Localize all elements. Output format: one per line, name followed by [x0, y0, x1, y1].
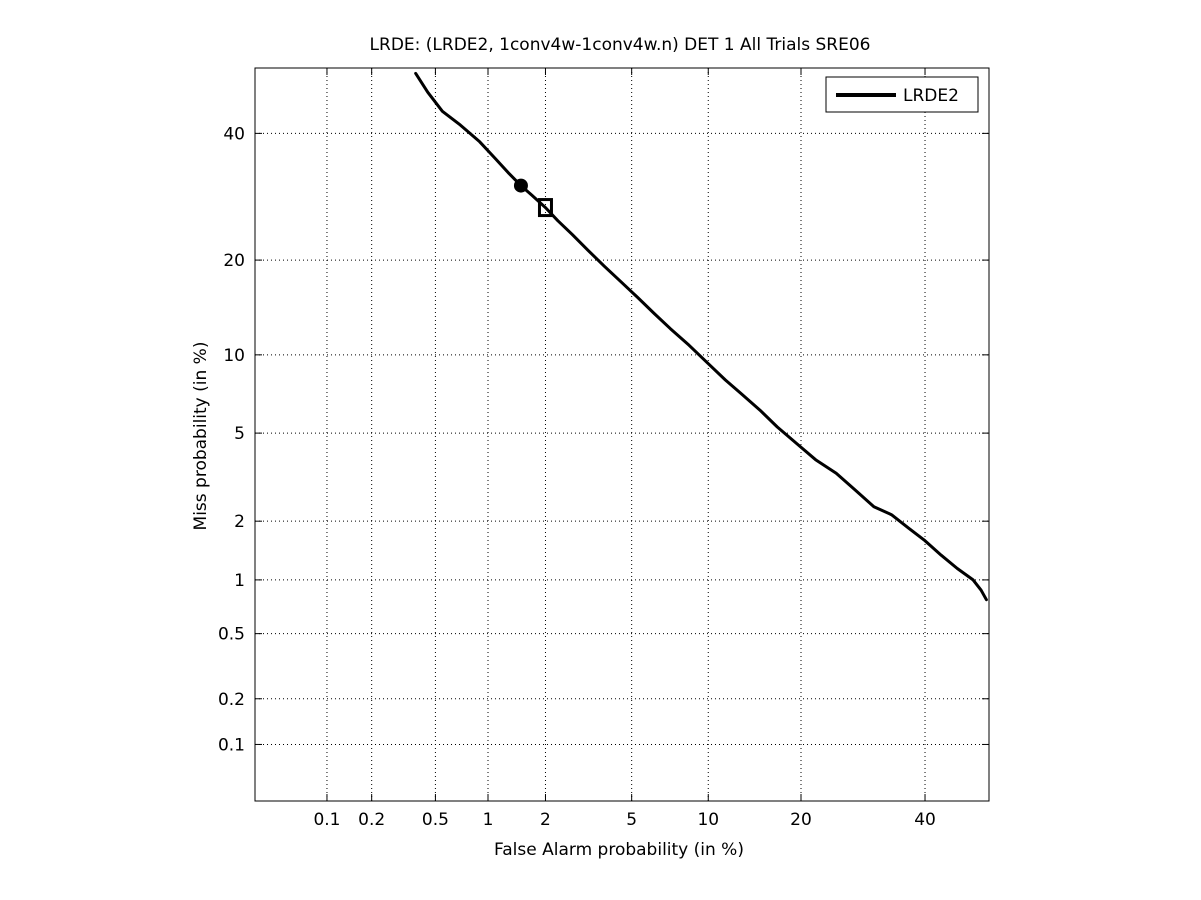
- plot-frame: [254, 67, 990, 802]
- circle-marker: [513, 178, 528, 193]
- x-tick-label: 10: [697, 810, 719, 830]
- series-layer: [414, 71, 988, 602]
- y-axis-label: Miss probability (in %): [191, 342, 211, 531]
- x-axis-label: False Alarm probability (in %): [494, 840, 744, 860]
- y-tick-label: 5: [234, 424, 245, 444]
- y-tick-label: 10: [223, 346, 245, 366]
- marker-layer: [513, 178, 553, 218]
- x-tick-label: 5: [626, 810, 637, 830]
- y-tick-label: 2: [234, 512, 245, 532]
- y-tick-label: 0.5: [218, 625, 245, 645]
- legend-label-lrde2: LRDE2: [903, 86, 959, 106]
- x-tick-label: 0.5: [422, 810, 449, 830]
- y-tick-label: 0.1: [218, 735, 245, 755]
- x-tick-label: 0.1: [313, 810, 340, 830]
- square-marker: [537, 198, 553, 218]
- grid: [255, 68, 989, 801]
- x-tick-label: 0.2: [358, 810, 385, 830]
- series-line-lrde2: [414, 71, 988, 602]
- y-tick-label: 40: [223, 124, 245, 144]
- y-tick-label: 20: [223, 251, 245, 271]
- y-tick-label: 1: [234, 571, 245, 591]
- x-tick-label: 2: [540, 810, 551, 830]
- axis-ticks: 0.1 0.2 0.5 1 2 5 10 20 40 0.1 0.2 0.5 1 2 5 10 20 40: [218, 68, 989, 830]
- y-tick-label: 0.2: [218, 690, 245, 710]
- x-tick-label: 20: [790, 810, 812, 830]
- x-tick-label: 1: [483, 810, 494, 830]
- x-tick-label: 40: [914, 810, 936, 830]
- legend: LRDE2: [825, 76, 979, 113]
- chart-title: LRDE: (LRDE2, 1conv4w-1conv4w.n) DET 1 A…: [370, 35, 871, 55]
